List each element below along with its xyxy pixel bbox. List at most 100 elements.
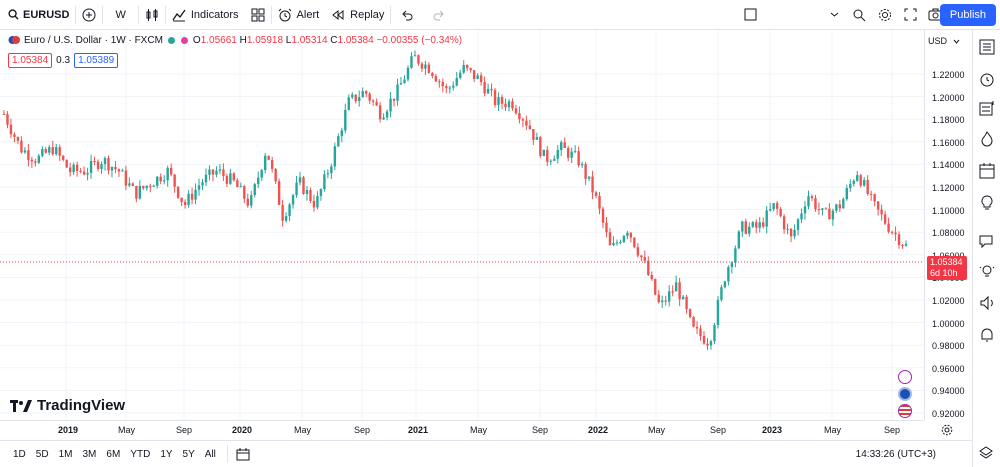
- price-axis[interactable]: [924, 30, 972, 420]
- candle-body: [734, 248, 737, 263]
- divider: [102, 5, 104, 24]
- ideas-icon[interactable]: [978, 194, 996, 212]
- interval-button[interactable]: W: [115, 8, 126, 21]
- candle-body: [873, 194, 876, 202]
- settings-button[interactable]: [872, 0, 898, 30]
- us-flag-icon[interactable]: [898, 404, 912, 418]
- chat-icon[interactable]: [978, 233, 996, 251]
- time-tick-label: May: [824, 425, 842, 435]
- price-tick-label: 1.02000: [932, 296, 965, 306]
- candle-body: [549, 160, 552, 162]
- candle-body: [30, 159, 34, 162]
- range-button[interactable]: 1Y: [160, 448, 173, 460]
- range-button[interactable]: 6M: [106, 448, 121, 460]
- candle-body: [514, 108, 518, 114]
- layout-dropdown[interactable]: [824, 0, 845, 30]
- calendar-icon[interactable]: [978, 162, 996, 180]
- candle-body: [211, 169, 215, 175]
- redo-button[interactable]: [423, 0, 455, 30]
- candle-body: [41, 149, 44, 156]
- fullscreen-button[interactable]: [898, 0, 923, 30]
- price-chart[interactable]: [0, 30, 924, 420]
- candle-body: [765, 210, 768, 227]
- candle-body: [814, 198, 817, 210]
- compare-button[interactable]: [76, 0, 102, 30]
- range-button[interactable]: All: [204, 448, 216, 460]
- candle-body: [720, 287, 723, 300]
- candle-body: [79, 170, 82, 172]
- candle-body: [354, 94, 357, 102]
- candle-body: [96, 161, 100, 170]
- bar-countdown: 6d 10h: [930, 268, 958, 278]
- range-button[interactable]: 5Y: [182, 448, 195, 460]
- tradingview-logo[interactable]: TradingView: [10, 397, 125, 414]
- candle-body: [775, 203, 779, 209]
- candle-body: [706, 343, 709, 346]
- alert-button[interactable]: Alert: [272, 0, 326, 30]
- candle-body: [6, 114, 9, 125]
- object-tree-icon[interactable]: [978, 100, 996, 118]
- undo-button[interactable]: [391, 0, 423, 30]
- replay-button[interactable]: Replay: [325, 0, 390, 30]
- calendar-range-icon[interactable]: [236, 447, 250, 461]
- candle-body: [396, 84, 399, 101]
- candle-body: [173, 174, 176, 187]
- candle-body: [239, 186, 243, 188]
- range-button[interactable]: 1D: [13, 448, 26, 460]
- time-axis[interactable]: [0, 420, 924, 440]
- candle-body: [72, 164, 75, 173]
- candle-body: [789, 228, 793, 237]
- hotlists-icon[interactable]: [978, 130, 996, 148]
- candle-body: [876, 201, 880, 210]
- candle-body: [608, 232, 612, 246]
- candle-body: [688, 309, 692, 318]
- candle-body: [699, 328, 702, 337]
- lightning-icon[interactable]: [898, 370, 912, 384]
- layouts-button[interactable]: [245, 0, 271, 30]
- range-button[interactable]: 1M: [58, 448, 73, 460]
- settings-icon[interactable]: [941, 424, 953, 436]
- symbol-search[interactable]: EURUSD: [0, 0, 75, 30]
- range-button[interactable]: YTD: [130, 448, 151, 460]
- layout-toggle-button[interactable]: [738, 0, 763, 30]
- layers-icon[interactable]: [979, 446, 993, 460]
- quick-search-button[interactable]: [846, 0, 872, 30]
- candle-body: [535, 137, 539, 140]
- candle-body: [27, 150, 30, 160]
- candle-body: [142, 185, 145, 189]
- candle-body: [358, 97, 361, 102]
- streams-icon[interactable]: [978, 294, 996, 312]
- candle-body: [337, 136, 340, 147]
- clock[interactable]: 14:33:26 (UTC+3): [855, 448, 936, 460]
- candle-body: [225, 175, 229, 184]
- tips-icon[interactable]: [978, 262, 996, 280]
- notifications-icon[interactable]: [978, 326, 996, 344]
- candle-body: [661, 300, 664, 303]
- buy-price[interactable]: 1.05389: [74, 53, 119, 68]
- candle-body: [145, 185, 148, 189]
- candle-body: [260, 170, 263, 178]
- currency-selector[interactable]: USD: [928, 36, 960, 46]
- range-button[interactable]: 3M: [82, 448, 97, 460]
- indicators-button[interactable]: Indicators: [166, 0, 245, 30]
- market-status-icon: [167, 36, 175, 44]
- candle-body: [817, 209, 821, 211]
- candle-body: [20, 140, 23, 153]
- time-tick-label: May: [118, 425, 136, 435]
- price-tick-label: 1.16000: [932, 137, 965, 148]
- range-button[interactable]: 5D: [35, 448, 49, 460]
- alerts-icon[interactable]: [978, 70, 996, 88]
- globe-icon[interactable]: [898, 387, 912, 401]
- candle-body: [842, 199, 845, 209]
- candle-body: [681, 296, 685, 300]
- candle-body: [462, 64, 465, 73]
- candle-body: [229, 173, 232, 184]
- time-tick-label: Sep: [884, 425, 901, 435]
- chart-type-button[interactable]: [139, 0, 165, 30]
- sell-price[interactable]: 1.05384: [8, 53, 53, 68]
- watchlist-icon[interactable]: [978, 38, 996, 56]
- candle-body: [166, 167, 169, 181]
- symbol-title[interactable]: Euro / U.S. Dollar · 1W · FXCM: [24, 34, 163, 46]
- candle-body: [326, 173, 330, 175]
- publish-button[interactable]: Publish: [939, 4, 996, 26]
